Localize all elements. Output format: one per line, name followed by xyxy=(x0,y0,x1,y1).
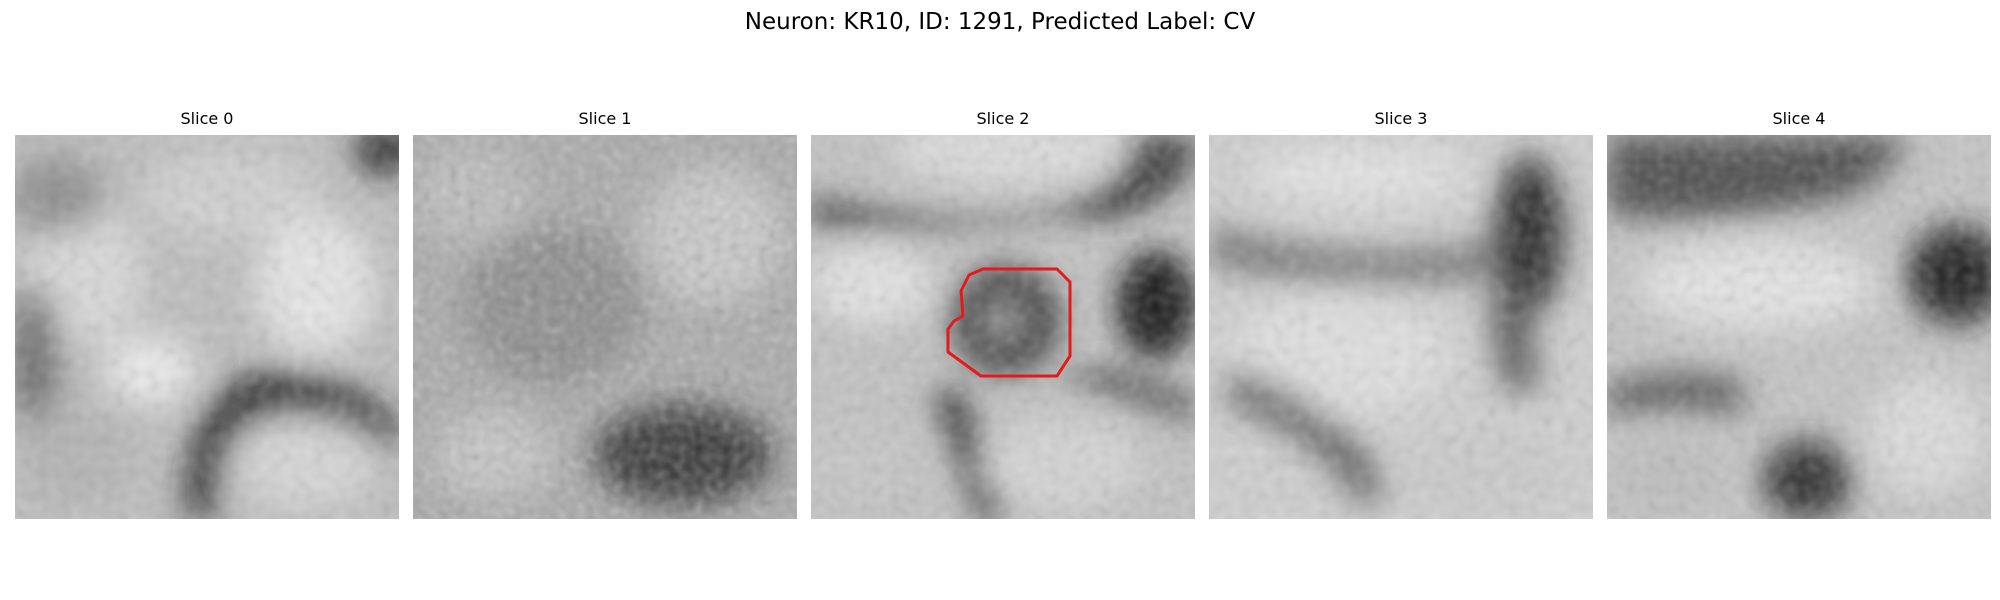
slice-title: Slice 4 xyxy=(1772,109,1826,128)
slice-image xyxy=(413,135,797,519)
slice-title: Slice 3 xyxy=(1374,109,1428,128)
slice-image xyxy=(15,135,399,519)
slice-title: Slice 0 xyxy=(180,109,234,128)
slice-image xyxy=(811,135,1195,519)
slice-title: Slice 1 xyxy=(578,109,632,128)
slice-image xyxy=(1209,135,1593,519)
roi-outline xyxy=(946,267,1072,378)
slice-image xyxy=(1607,135,1991,519)
slice-title: Slice 2 xyxy=(976,109,1030,128)
figure-title: Neuron: KR10, ID: 1291, Predicted Label:… xyxy=(744,9,1256,35)
